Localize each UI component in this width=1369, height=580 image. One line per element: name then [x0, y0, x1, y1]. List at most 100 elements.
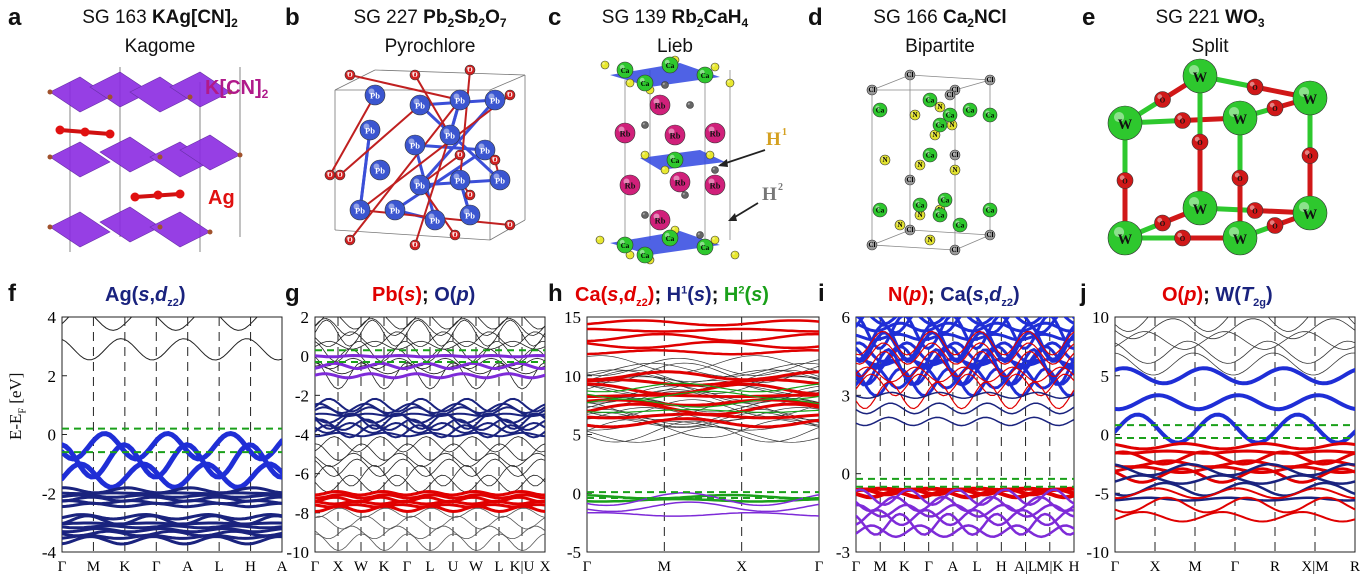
svg-text:O: O	[1180, 235, 1186, 243]
x-tick-label: Γ	[152, 559, 161, 575]
w-atom: W	[1107, 105, 1143, 141]
h2-atom	[641, 121, 649, 129]
x-tick-label: K	[379, 559, 390, 575]
svg-text:Ca: Ca	[956, 221, 965, 229]
band-line	[587, 370, 819, 382]
x-tick-label: M|K	[1036, 559, 1063, 575]
x-tick-label: A|L	[1014, 559, 1037, 575]
band-line	[856, 373, 1074, 397]
band-line	[856, 489, 1074, 500]
svg-text:Ca: Ca	[986, 206, 995, 214]
band-line	[315, 317, 545, 330]
svg-text:Cl: Cl	[952, 151, 959, 159]
y-tick-label: 0	[301, 347, 310, 366]
x-tick-label: M	[874, 559, 887, 575]
x-tick-label: U	[448, 559, 459, 575]
o-bond	[349, 99, 461, 241]
panel-a-lattice: Kagome	[124, 36, 196, 57]
band-line	[315, 361, 545, 371]
bands-group	[62, 317, 282, 546]
y-tick-label: 4	[48, 308, 57, 327]
svg-text:O: O	[337, 171, 343, 179]
band-line	[1115, 459, 1355, 469]
band-line	[1115, 442, 1355, 451]
x-tick-label: H	[1069, 559, 1080, 575]
band-line	[315, 474, 545, 493]
cl-atom: Cl	[904, 69, 916, 81]
band-line	[587, 398, 819, 407]
svg-text:Ca: Ca	[666, 235, 675, 243]
band-line	[856, 512, 1074, 537]
band-line	[856, 391, 1074, 400]
band-line	[62, 442, 282, 480]
band-line	[587, 412, 819, 420]
cell-edge	[954, 234, 991, 251]
x-tick-label: Γ	[924, 559, 933, 575]
w-atom: W	[1222, 100, 1258, 136]
svg-text:W: W	[1118, 232, 1133, 248]
ca-atom: Ca	[937, 192, 953, 208]
w-atom: W	[1182, 190, 1218, 226]
band-line	[315, 499, 545, 506]
svg-text:O: O	[467, 66, 473, 74]
svg-text:Rb: Rb	[675, 178, 686, 188]
svg-text:Cl: Cl	[987, 76, 994, 84]
arrow-head	[728, 213, 737, 221]
label-h2-sup: 2	[778, 182, 783, 193]
o-atom: O	[344, 69, 356, 81]
o-atom: O	[1246, 78, 1264, 96]
ca-atom: Ca	[982, 107, 998, 123]
svg-text:W: W	[1303, 92, 1318, 108]
panel-a-sg: SG 163	[82, 7, 147, 28]
panel-a-title: SG 163 KAg[CN]2 Kagome	[30, 6, 290, 59]
svg-text:N: N	[917, 161, 922, 169]
rb-atom: Rb	[704, 122, 726, 144]
rb-atom: Rb	[649, 209, 671, 231]
svg-text:O: O	[1122, 177, 1128, 185]
x-tick-label: A	[277, 559, 288, 575]
band-f-ylabel: E-EF [eV]	[6, 372, 29, 440]
band-line	[1115, 340, 1355, 364]
svg-text:W: W	[1193, 202, 1208, 218]
x-tick-label: Γ	[311, 559, 320, 575]
n-atom: N	[914, 209, 926, 221]
band-plot-g: 20-2-4-6-8-10Γ X W K Γ L U W L K|U X	[286, 308, 550, 575]
band-g-title: Pb(s)); ; O(p)	[372, 284, 476, 306]
svg-text:O: O	[1237, 175, 1243, 183]
svg-text:O: O	[1252, 84, 1258, 92]
o-atom: O	[1231, 169, 1249, 187]
n-atom: N	[949, 164, 961, 176]
y-tick-label: -5	[1095, 484, 1109, 503]
band-line	[856, 381, 1074, 410]
svg-text:Pb: Pb	[365, 126, 375, 136]
cell-edge	[334, 229, 491, 241]
ca-atom: Ca	[616, 61, 634, 79]
h1-atom	[730, 250, 740, 260]
y-tick-label: -4	[295, 426, 310, 445]
rb-atom: Rb	[649, 94, 671, 116]
h1-atom	[710, 235, 720, 245]
svg-text:W: W	[1233, 112, 1248, 128]
x-tick-label: W	[354, 559, 369, 575]
o-bond	[359, 94, 511, 211]
band-line	[1115, 331, 1355, 350]
y-tick-label: -10	[286, 543, 309, 562]
o-atom: O	[1246, 202, 1264, 219]
h2-atom	[681, 191, 689, 199]
cl-atom: Cl	[866, 84, 878, 96]
y-tick-label: 3	[842, 386, 851, 405]
band-line	[62, 501, 282, 509]
y-tick-label: 0	[573, 484, 582, 503]
band-line	[62, 461, 282, 490]
y-tick-label: 5	[1101, 367, 1110, 386]
svg-text:O: O	[347, 71, 353, 79]
y-tick-label: 2	[48, 367, 57, 386]
ca-atom: Ca	[696, 238, 714, 256]
cell-edge	[871, 229, 911, 246]
ca-atom: Ca	[962, 102, 978, 118]
h1-atom	[595, 235, 605, 245]
panel-label-i: i	[818, 280, 825, 307]
svg-text:Pb: Pb	[390, 206, 400, 216]
svg-text:O: O	[1252, 207, 1258, 215]
svg-text:Cl: Cl	[947, 91, 954, 99]
